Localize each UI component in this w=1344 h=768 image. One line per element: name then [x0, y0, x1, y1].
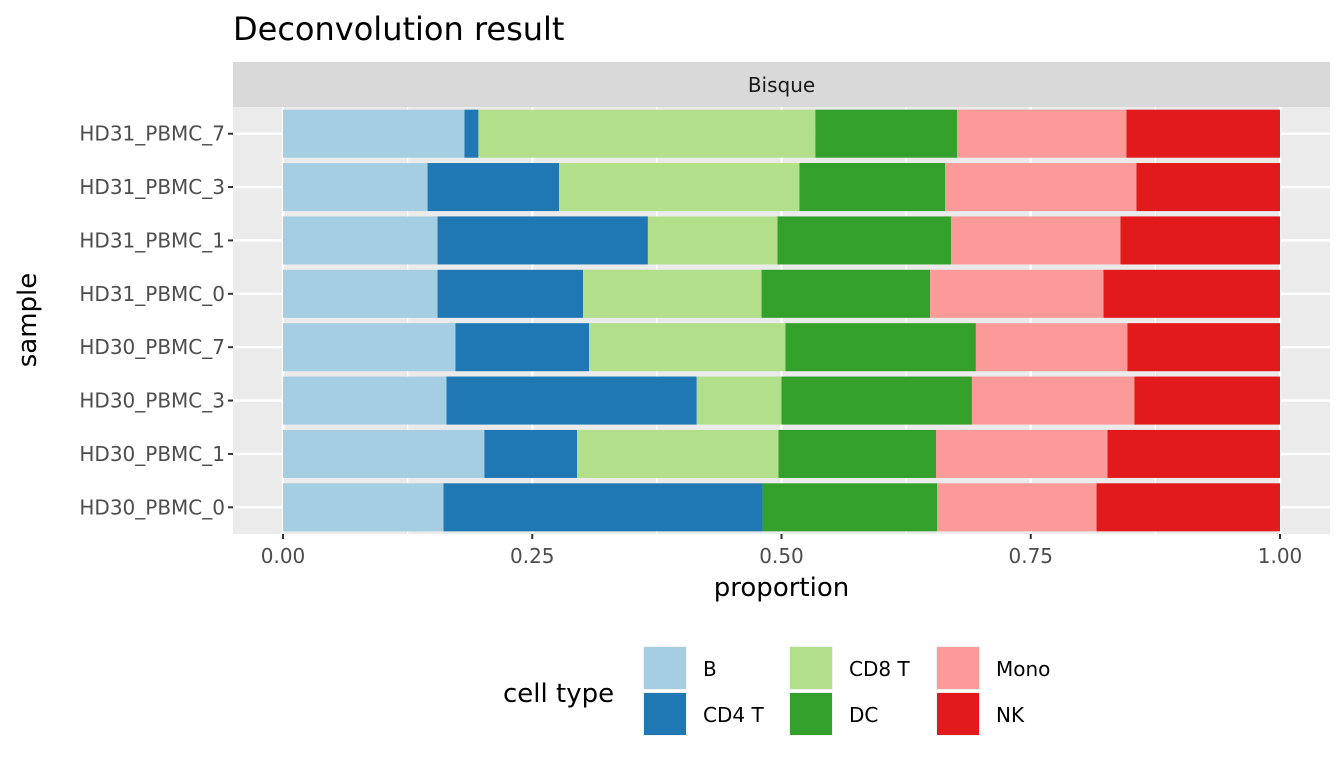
legend: B CD4 T CD8 T DC Mono NK	[643, 646, 1050, 736]
bar-segment	[937, 483, 1097, 532]
y-tick-label: HD30_PBMC_3	[79, 389, 225, 413]
legend-label: CD8 T	[849, 657, 910, 681]
bar-segment	[446, 376, 697, 425]
legend-swatch	[644, 647, 686, 689]
bar-segment	[283, 269, 438, 318]
bar-segment	[283, 109, 465, 158]
y-tick-label: HD31_PBMC_1	[79, 228, 225, 252]
bar-segment	[427, 163, 560, 212]
bar-segment	[583, 269, 762, 318]
bar-segment	[762, 483, 938, 532]
y-tick-label: HD30_PBMC_1	[79, 442, 225, 466]
bar-segment	[283, 429, 485, 478]
legend-swatch	[790, 693, 832, 735]
bar-segment	[443, 483, 763, 532]
bar-segment	[484, 429, 578, 478]
bar-segment	[589, 323, 786, 372]
legend-label: Mono	[996, 657, 1050, 681]
bar-segment	[577, 429, 779, 478]
bar-segment	[283, 323, 456, 372]
bar-segment	[778, 429, 937, 478]
bar-segment	[283, 376, 447, 425]
bar-segment	[777, 216, 951, 265]
legend-swatch	[937, 647, 979, 689]
bar-segment	[647, 216, 778, 265]
bar-segment	[815, 109, 957, 158]
bar-segment	[971, 376, 1135, 425]
x-tick-label: 0.75	[1008, 544, 1053, 568]
bar-segment	[559, 163, 800, 212]
legend-label: CD4 T	[703, 703, 764, 727]
bars	[283, 109, 1280, 532]
y-tick-label: HD31_PBMC_0	[79, 282, 225, 306]
bar-segment	[781, 376, 972, 425]
x-tick-label: 0.25	[510, 544, 555, 568]
x-tick-label: 1.00	[1258, 544, 1303, 568]
x-axis-ticks: 0.00 0.25 0.50 0.75 1.00	[261, 534, 1303, 568]
bar-segment	[975, 323, 1128, 372]
facet-label: Bisque	[748, 73, 815, 97]
bar-segment	[696, 376, 782, 425]
legend-title: cell type	[503, 679, 614, 709]
bar-segment	[437, 216, 648, 265]
bar-segment	[283, 483, 444, 532]
y-tick-label: HD30_PBMC_0	[79, 495, 225, 519]
x-tick-label: 0.00	[261, 544, 306, 568]
y-tick-label: HD30_PBMC_7	[79, 335, 225, 359]
bar-segment	[478, 109, 816, 158]
bar-segment	[455, 323, 590, 372]
y-tick-label: HD31_PBMC_3	[79, 175, 225, 199]
bar-segment	[956, 109, 1127, 158]
chart-title: Deconvolution result	[233, 10, 564, 48]
legend-swatch	[790, 647, 832, 689]
legend-label: B	[703, 657, 717, 681]
bar-segment	[283, 163, 428, 212]
bar-segment	[761, 269, 931, 318]
bar-segment	[464, 109, 479, 158]
legend-swatch	[644, 693, 686, 735]
bar-segment	[283, 216, 438, 265]
legend-label: DC	[849, 703, 878, 727]
bar-segment	[1136, 163, 1280, 212]
bar-segment	[1096, 483, 1280, 532]
y-axis-ticks: HD31_PBMC_7 HD31_PBMC_3 HD31_PBMC_1 HD31_PB…	[79, 122, 233, 519]
y-tick-label: HD31_PBMC_7	[79, 122, 225, 146]
legend-swatch	[937, 693, 979, 735]
bar-segment	[945, 163, 1137, 212]
bar-segment	[936, 429, 1108, 478]
bar-segment	[930, 269, 1104, 318]
bar-segment	[1127, 323, 1280, 372]
bar-segment	[950, 216, 1121, 265]
facet-strip	[233, 62, 1330, 107]
bar-segment	[1126, 109, 1280, 158]
x-axis-label: proportion	[714, 573, 849, 603]
bar-segment	[1134, 376, 1280, 425]
bar-segment	[1107, 429, 1280, 478]
bar-segment	[437, 269, 584, 318]
bar-segment	[1120, 216, 1280, 265]
bar-segment	[1103, 269, 1280, 318]
bar-segment	[785, 323, 976, 372]
x-tick-label: 0.50	[759, 544, 804, 568]
bar-segment	[799, 163, 946, 212]
legend-label: NK	[996, 703, 1025, 727]
y-axis-label: sample	[13, 273, 43, 368]
